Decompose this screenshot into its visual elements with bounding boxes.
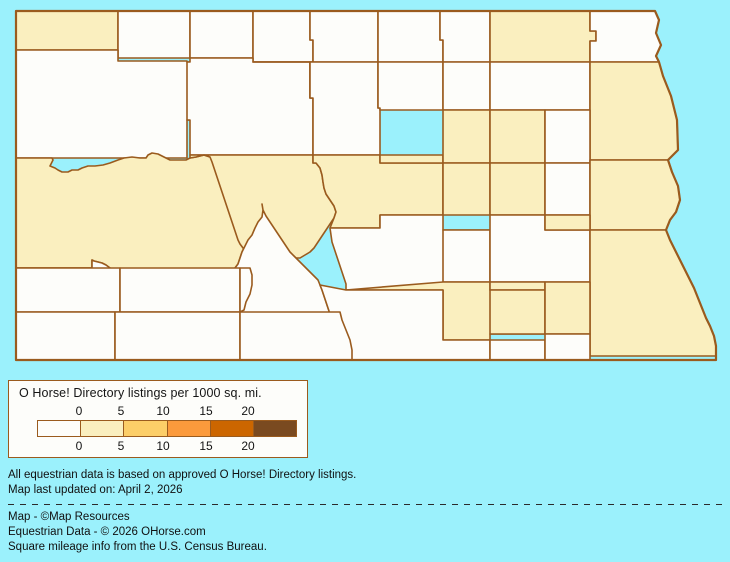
last-updated-note: Map last updated on: April 2, 2026: [8, 484, 183, 496]
county-traill[interactable]: [589, 159, 681, 231]
legend-tick-top-0: 0: [75, 404, 83, 418]
county-slope[interactable]: [15, 267, 121, 313]
county-sheridan[interactable]: [379, 154, 444, 164]
county-nelson[interactable]: [544, 109, 591, 164]
map-canvas[interactable]: [0, 0, 730, 370]
county-sargent[interactable]: [544, 333, 591, 361]
legend-title: O Horse! Directory listings per 1000 sq.…: [19, 386, 262, 400]
county-ramsey[interactable]: [489, 61, 591, 111]
county-williams[interactable]: [15, 49, 191, 159]
county-grand-forks[interactable]: [544, 162, 591, 216]
state-outline: [14, 9, 718, 362]
county-renville[interactable]: [189, 10, 254, 59]
county-wells[interactable]: [442, 109, 491, 164]
legend-swatch-20-plus[interactable]: [253, 421, 297, 436]
county-rolette[interactable]: [309, 10, 379, 63]
legend-tick-bottom-10: 10: [156, 439, 170, 453]
footer: All equestrian data is based on approved…: [8, 468, 722, 555]
legend-tick-bottom-20: 20: [241, 439, 255, 453]
legend-tick-bottom-5: 5: [117, 439, 125, 453]
county-bowman[interactable]: [15, 311, 116, 361]
county-kidder[interactable]: [442, 229, 491, 283]
legend-ticks-bottom: 0 5 10 15 20: [9, 439, 309, 454]
footer-divider: [8, 504, 722, 505]
census-credit: Square mileage info from the U.S. Census…: [8, 541, 267, 553]
county-griggs[interactable]: [489, 162, 546, 216]
county-divide[interactable]: [15, 10, 119, 51]
county-barnes[interactable]: [544, 214, 591, 231]
legend-swatch-20[interactable]: [210, 421, 254, 436]
county-hettinger[interactable]: [119, 267, 241, 313]
county-dickey[interactable]: [489, 339, 546, 361]
legend: O Horse! Directory listings per 1000 sq.…: [8, 380, 308, 458]
legend-tick-top-15: 15: [199, 404, 213, 418]
county-logan[interactable]: [489, 281, 546, 291]
legend-tick-top-20: 20: [241, 404, 255, 418]
data-source-note: All equestrian data is based on approved…: [8, 469, 357, 481]
north-dakota-county-map[interactable]: [0, 0, 730, 370]
legend-tick-top-5: 5: [117, 404, 125, 418]
county-bottineau[interactable]: [252, 10, 314, 63]
data-credit: Equestrian Data - © 2026 OHorse.com: [8, 526, 206, 538]
legend-ticks-top: 0 5 10 15 20: [9, 404, 309, 419]
county-adams[interactable]: [114, 311, 241, 361]
county-benson[interactable]: [442, 61, 491, 111]
county-ransom[interactable]: [544, 281, 591, 335]
legend-tick-bottom-15: 15: [199, 439, 213, 453]
legend-swatch-5[interactable]: [81, 421, 125, 436]
county-pembina[interactable]: [489, 10, 597, 63]
county-lamoure[interactable]: [489, 289, 546, 335]
legend-swatch-0[interactable]: [38, 421, 82, 436]
legend-swatch-10[interactable]: [124, 421, 168, 436]
legend-tick-bottom-0: 0: [75, 439, 83, 453]
county-pierce[interactable]: [377, 61, 444, 111]
county-towner[interactable]: [377, 10, 444, 63]
county-mountrail[interactable]: [186, 57, 314, 156]
county-eddy[interactable]: [489, 109, 546, 164]
county-mchenry[interactable]: [309, 61, 381, 156]
county-burke[interactable]: [117, 10, 191, 59]
county-foster[interactable]: [442, 162, 491, 216]
county-stark[interactable]: [239, 311, 353, 361]
map-credit: Map - ©Map Resources: [8, 511, 130, 523]
legend-swatch-15[interactable]: [167, 421, 211, 436]
legend-color-ramp[interactable]: [37, 420, 297, 437]
county-walsh-north[interactable]: [589, 10, 662, 63]
legend-tick-top-10: 10: [156, 404, 170, 418]
county-cavalier[interactable]: [439, 10, 491, 63]
